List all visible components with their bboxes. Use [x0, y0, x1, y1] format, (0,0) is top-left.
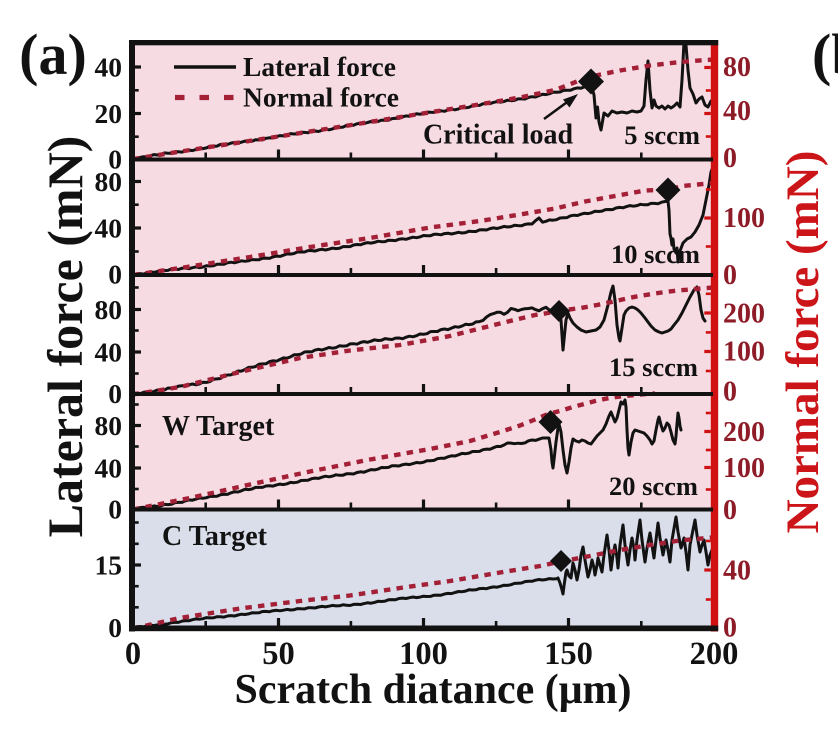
- svg-text:Lateral force: Lateral force: [243, 51, 396, 82]
- svg-text:0: 0: [723, 143, 737, 174]
- svg-text:50: 50: [262, 636, 295, 672]
- svg-text:0: 0: [723, 260, 737, 291]
- svg-text:20 sccm: 20 sccm: [609, 471, 698, 501]
- svg-text:40: 40: [723, 96, 751, 127]
- svg-text:40: 40: [95, 213, 123, 244]
- svg-text:150: 150: [544, 636, 593, 672]
- svg-text:Normal force (mN): Normal force (mN): [777, 151, 829, 534]
- svg-text:200: 200: [723, 417, 765, 448]
- svg-text:100: 100: [723, 337, 765, 368]
- svg-text:0: 0: [108, 612, 122, 643]
- svg-text:80: 80: [95, 294, 123, 325]
- svg-text:C Target: C Target: [162, 521, 268, 552]
- svg-text:100: 100: [399, 636, 448, 672]
- svg-text:100: 100: [723, 203, 765, 234]
- svg-text:40: 40: [95, 52, 123, 83]
- svg-text:0: 0: [108, 259, 122, 290]
- svg-text:100: 100: [723, 453, 765, 484]
- svg-text:(b): (b): [812, 22, 838, 87]
- svg-text:0: 0: [723, 613, 737, 644]
- svg-text:0: 0: [723, 495, 737, 526]
- svg-text:15 sccm: 15 sccm: [609, 352, 698, 382]
- svg-text:20: 20: [95, 98, 123, 129]
- svg-text:5 sccm: 5 sccm: [624, 120, 700, 150]
- svg-text:80: 80: [723, 52, 751, 83]
- svg-text:200: 200: [723, 299, 765, 330]
- svg-text:40: 40: [723, 556, 751, 587]
- svg-text:0: 0: [723, 377, 737, 408]
- svg-text:0: 0: [108, 144, 122, 175]
- svg-text:15: 15: [95, 550, 123, 581]
- svg-text:80: 80: [95, 410, 123, 441]
- svg-text:0: 0: [108, 378, 122, 409]
- svg-text:Critical load: Critical load: [423, 120, 574, 151]
- svg-text:(a): (a): [19, 22, 87, 87]
- svg-text:40: 40: [95, 337, 123, 368]
- svg-text:200: 200: [690, 636, 739, 672]
- svg-text:Scratch diatance (μm): Scratch diatance (μm): [234, 667, 631, 713]
- svg-text:0: 0: [108, 494, 122, 525]
- svg-text:10 sccm: 10 sccm: [611, 239, 700, 269]
- svg-text:Lateral force (mN): Lateral force (mN): [37, 136, 93, 538]
- svg-text:0: 0: [125, 636, 141, 672]
- svg-text:W Target: W Target: [162, 411, 275, 442]
- svg-text:40: 40: [95, 453, 123, 484]
- svg-text:80: 80: [95, 166, 123, 197]
- svg-text:Normal force: Normal force: [243, 82, 399, 113]
